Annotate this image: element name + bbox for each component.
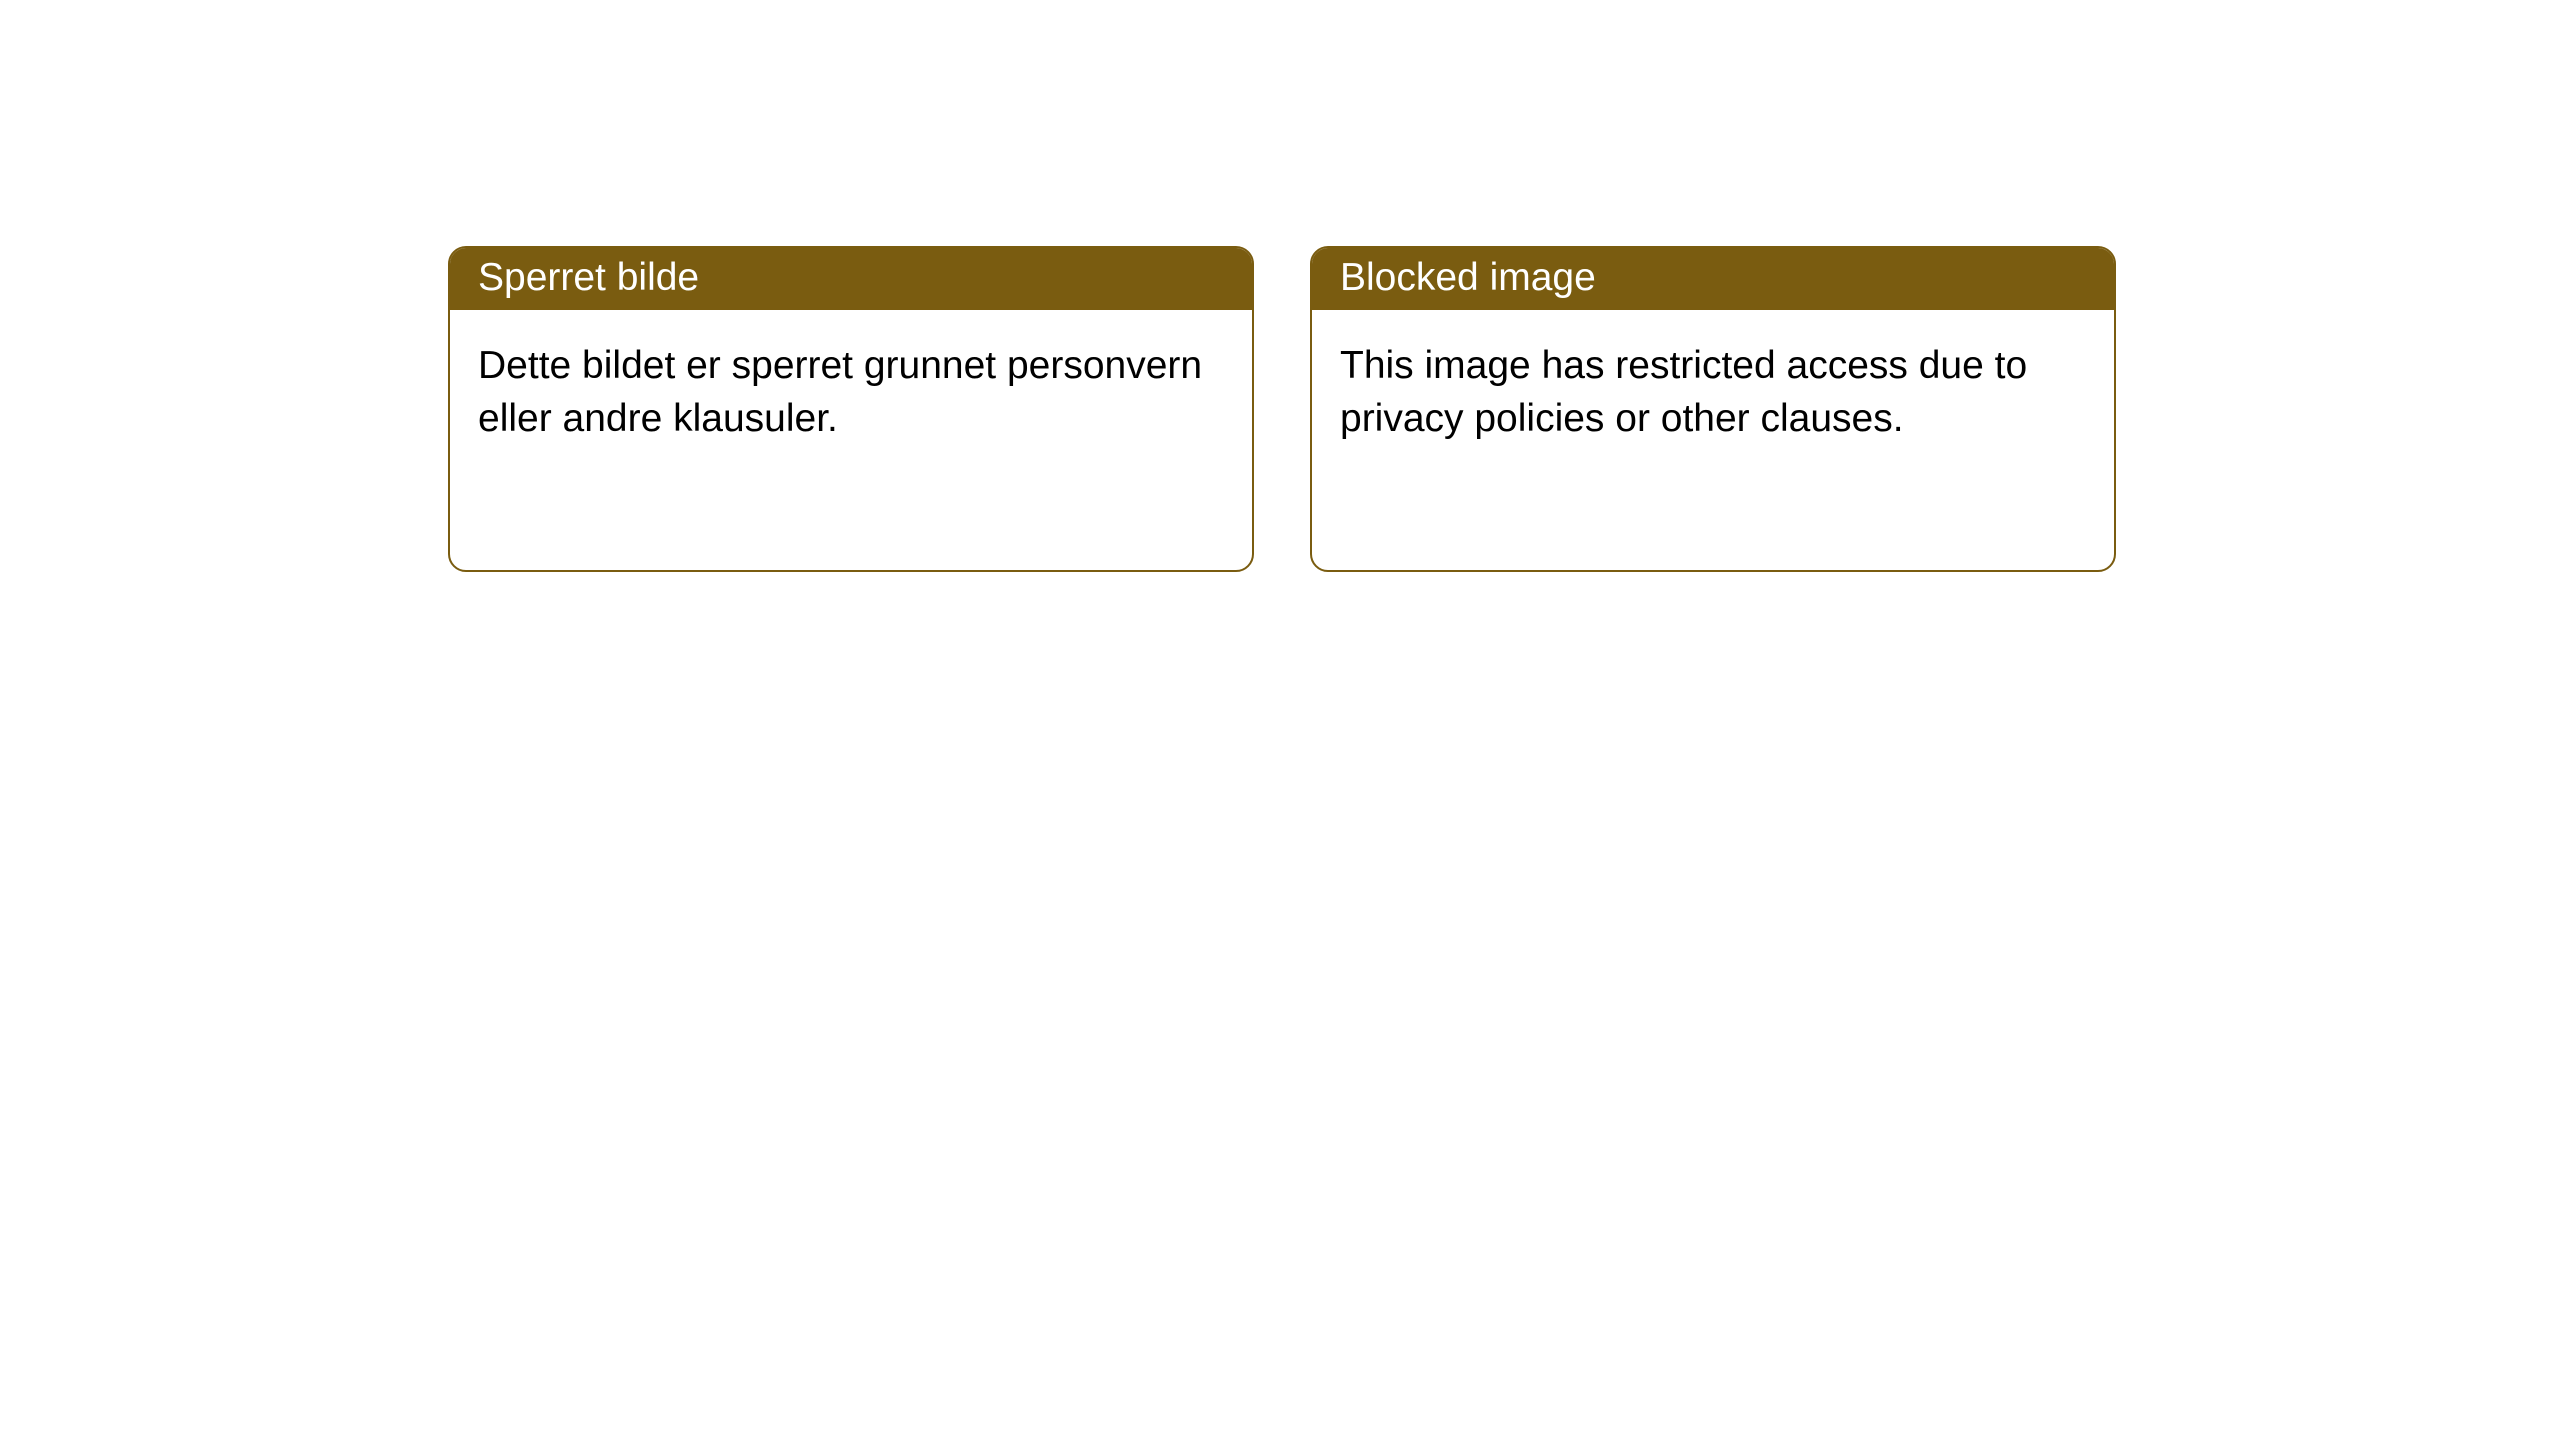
- notice-box-english: Blocked image This image has restricted …: [1310, 246, 2116, 572]
- notice-header: Sperret bilde: [450, 248, 1252, 310]
- notice-container: Sperret bilde Dette bildet er sperret gr…: [0, 0, 2560, 572]
- notice-body: This image has restricted access due to …: [1312, 310, 2114, 570]
- notice-header: Blocked image: [1312, 248, 2114, 310]
- notice-body: Dette bildet er sperret grunnet personve…: [450, 310, 1252, 570]
- notice-box-norwegian: Sperret bilde Dette bildet er sperret gr…: [448, 246, 1254, 572]
